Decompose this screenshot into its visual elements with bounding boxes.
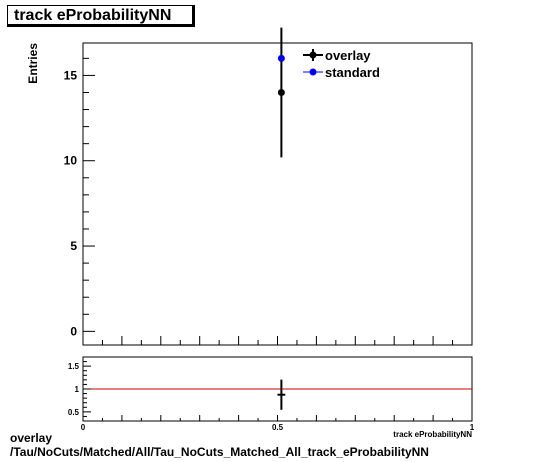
y-tick-label: 0 [70, 324, 77, 338]
main-frame-rect [82, 42, 473, 346]
ratio-y-tick-label: 1.5 [68, 362, 80, 371]
main-data-marks [277, 27, 285, 158]
ratio-x-tick-label: 0 [81, 423, 86, 432]
ratio-axes: 0.511.50 0.5 1 [68, 356, 475, 432]
data-point-standard [277, 54, 285, 62]
legend-label-overlay: overlay [325, 48, 371, 63]
ratio-x-tick-label: 1 [470, 423, 475, 432]
main-y-axis: 0 5 10 15 [64, 57, 95, 338]
footer-line1: overlay [10, 431, 53, 445]
ratio-plot-frame [82, 356, 473, 422]
main-plot-frame [82, 42, 473, 346]
ratio-data-marks [277, 379, 286, 410]
ratio-x-tick-label: 0.5 [272, 423, 284, 432]
legend-label-standard: standard [325, 65, 380, 80]
legend-marker-standard [309, 68, 317, 76]
data-point-overlay [277, 88, 285, 96]
main-x-axis [82, 336, 473, 345]
y-tick-label: 15 [64, 68, 78, 82]
y-tick-label: 10 [64, 154, 78, 168]
ratio-y-tick-label: 1 [75, 385, 80, 394]
x-axis-label: track eProbabilityNN [393, 430, 472, 439]
legend: overlay standard [303, 48, 380, 80]
legend-marker-overlay [309, 51, 317, 59]
y-tick-label: 5 [70, 239, 77, 253]
chart-title-box: track eProbabilityNN [7, 5, 195, 27]
y-axis-label: Entries [26, 43, 40, 84]
chart-title: track eProbabilityNN [14, 7, 172, 24]
ratio-y-tick-label: 0.5 [68, 408, 80, 417]
footer-line2: /Tau/NoCuts/Matched/All/Tau_NoCuts_Match… [10, 445, 429, 459]
